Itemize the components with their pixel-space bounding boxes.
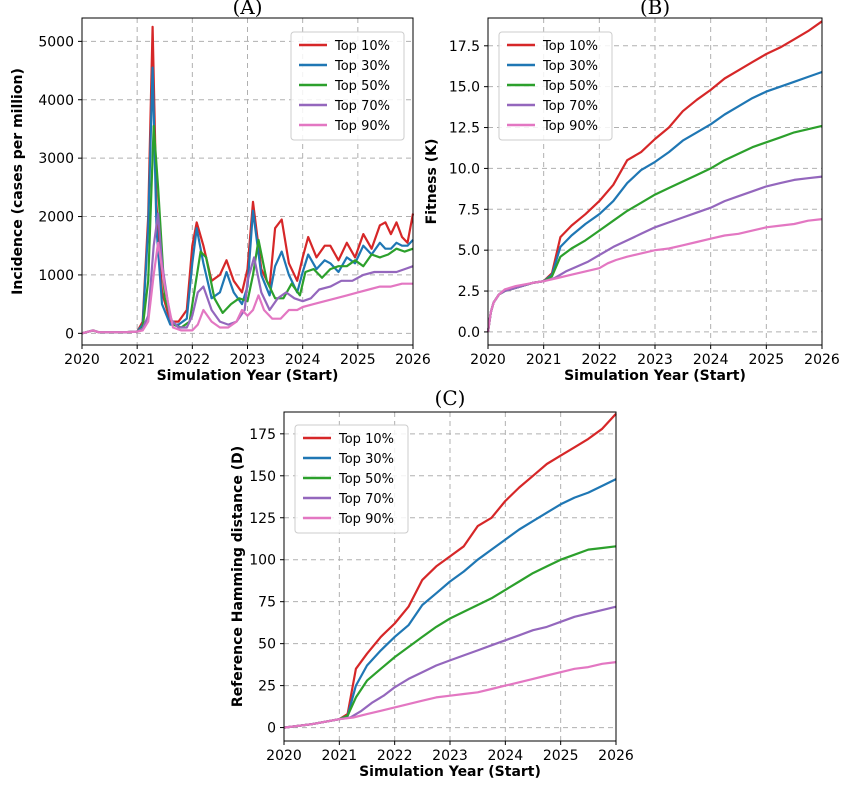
legend-entry: Top 10% <box>542 39 598 54</box>
y-axis-label: Reference Hamming distance (D) <box>230 446 246 707</box>
x-tick-label: 2024 <box>693 352 729 368</box>
series-line-top-30 <box>81 66 414 335</box>
legend-entry: Top 70% <box>334 99 390 114</box>
series-line-top-90 <box>486 218 823 333</box>
panel-label: (B) <box>640 0 670 19</box>
x-tick-label: 2025 <box>749 352 785 368</box>
series-line-top-90 <box>283 661 617 729</box>
legend-box <box>498 31 613 141</box>
y-tick-label: 2.5 <box>458 284 480 300</box>
x-tick-label: 2026 <box>804 352 840 368</box>
y-tick-label: 75 <box>258 595 276 611</box>
x-tick-label: 2024 <box>488 748 524 764</box>
y-tick-label: 50 <box>258 637 276 653</box>
y-axis-label: Fitness (K) <box>424 139 440 225</box>
series-line-top-50 <box>283 545 617 729</box>
x-axis-label: Simulation Year (Start) <box>157 368 339 384</box>
legend-entry: Top 30% <box>338 452 394 467</box>
x-tick-label: 2026 <box>598 748 634 764</box>
series-line-top-90 <box>81 241 413 335</box>
y-tick-label: 12.5 <box>449 121 480 137</box>
panel-a: (A) 2020 2021 2022 2023 2024 2025 2026 0 1000 2000… <box>10 0 431 384</box>
y-tick-label: 125 <box>249 511 276 527</box>
y-axis-label: Incidence (cases per million) <box>10 68 26 295</box>
legend-entry: Top 90% <box>334 119 390 134</box>
y-tick-label: 0.0 <box>458 325 480 341</box>
legend-entry: Top 90% <box>338 512 394 527</box>
y-tick-label: 5.0 <box>458 243 480 259</box>
y-tick-label: 2000 <box>38 210 74 226</box>
panel-label: (A) <box>232 0 262 19</box>
x-tick-label: 2023 <box>432 748 468 764</box>
x-tick-label: 2025 <box>340 352 376 368</box>
panel-label: (C) <box>435 386 466 410</box>
series-line-top-50 <box>81 124 414 335</box>
y-tick-label: 15.0 <box>449 80 480 96</box>
x-tick-label: 2022 <box>582 352 618 368</box>
y-tick-label: 0 <box>267 721 276 737</box>
x-tick-label: 2020 <box>266 748 302 764</box>
legend-box <box>294 424 409 534</box>
series-line-top-30 <box>283 478 617 729</box>
y-tick-label: 100 <box>249 553 276 569</box>
x-tick-label: 2025 <box>543 748 579 764</box>
y-tick-label: 25 <box>258 679 276 695</box>
y-tick-label: 0 <box>65 326 74 342</box>
legend-entry: Top 30% <box>542 59 598 74</box>
series-line-top-10 <box>283 412 617 729</box>
legend: Top 10% Top 30% Top 50% Top 70% Top 90% <box>290 31 405 141</box>
series-line-top-70 <box>486 175 823 333</box>
y-tick-label: 10.0 <box>449 161 480 177</box>
x-tick-label: 2023 <box>637 352 673 368</box>
y-tick-label: 17.5 <box>449 39 480 55</box>
y-tick-label: 7.5 <box>458 202 480 218</box>
legend-entry: Top 50% <box>334 79 390 94</box>
legend-entry: Top 50% <box>338 472 394 487</box>
y-tick-label: 175 <box>249 427 276 443</box>
legend-entry: Top 50% <box>542 79 598 94</box>
x-tick-label: 2024 <box>285 352 321 368</box>
x-axis-label: Simulation Year (Start) <box>564 368 746 384</box>
x-tick-label: 2020 <box>64 352 100 368</box>
x-tick-label: 2023 <box>230 352 266 368</box>
legend: Top 10% Top 30% Top 50% Top 70% Top 90% <box>498 31 613 141</box>
series-line-top-70 <box>283 605 617 729</box>
y-tick-label: 1000 <box>38 268 74 284</box>
legend-entry: Top 90% <box>542 119 598 134</box>
x-tick-label: 2021 <box>526 352 562 368</box>
legend-entry: Top 30% <box>334 59 390 74</box>
y-tick-label: 5000 <box>38 34 74 50</box>
legend-entry: Top 10% <box>334 39 390 54</box>
legend-entry: Top 70% <box>542 99 598 114</box>
x-axis-label: Simulation Year (Start) <box>359 764 541 780</box>
legend-entry: Top 70% <box>338 492 394 507</box>
x-tick-label: 2022 <box>377 748 413 764</box>
x-tick-label: 2022 <box>175 352 211 368</box>
legend-entry: Top 10% <box>338 432 394 447</box>
legend: Top 10% Top 30% Top 50% Top 70% Top 90% <box>294 424 409 534</box>
y-tick-label: 3000 <box>38 151 74 167</box>
panel-c: (C) 2020 2021 2022 2023 2024 2025 2026 0 25 50 75 10… <box>230 386 634 780</box>
x-tick-label: 2021 <box>322 748 358 764</box>
y-tick-label: 4000 <box>38 93 74 109</box>
x-tick-label: 2026 <box>395 352 431 368</box>
y-tick-label: 150 <box>249 469 276 485</box>
x-tick-label: 2020 <box>470 352 506 368</box>
x-tick-label: 2021 <box>119 352 155 368</box>
legend-box <box>290 31 405 141</box>
panel-b: (B) 2020 2021 2022 2023 2024 2025 2026 0.0 2.5 5.0… <box>424 0 840 384</box>
